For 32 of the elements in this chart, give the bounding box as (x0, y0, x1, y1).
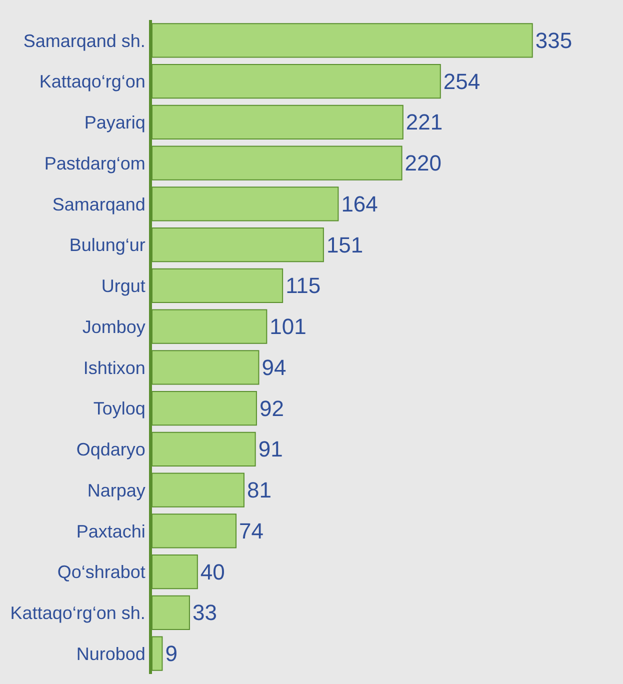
y-tick-label: Toyloq (93, 398, 146, 419)
data-label: 9 (165, 641, 178, 666)
data-label: 81 (246, 478, 272, 503)
data-label: 91 (258, 436, 283, 462)
data-label: 220 (404, 150, 442, 176)
y-tick-label: Nurobod (76, 644, 146, 664)
y-tick-label: Urgut (101, 276, 146, 296)
y-tick-label: Paxtachi (76, 521, 146, 542)
data-label: 74 (239, 518, 264, 544)
data-label: 92 (259, 396, 284, 421)
data-label: 115 (286, 273, 321, 298)
y-tick-label: Samarqand (52, 194, 146, 214)
y-tick-label: Oqdaryo (76, 439, 146, 460)
data-label: 254 (443, 68, 480, 94)
data-label: 221 (406, 110, 443, 135)
y-tick-label: Kattaqo‘rg‘on (39, 72, 146, 92)
y-tick-label: Payariq (84, 112, 146, 132)
y-tick-label: Narpay (87, 480, 146, 500)
data-label: 101 (270, 314, 306, 340)
y-tick-label: Ishtixon (83, 358, 146, 378)
data-label: 335 (535, 28, 572, 53)
data-label: 33 (192, 600, 217, 626)
y-tick-label: Jomboy (82, 316, 146, 337)
y-tick-label: Qo‘shrabot (57, 562, 146, 582)
y-tick-label: Pastdarg‘om (44, 153, 146, 174)
data-label: 151 (326, 232, 364, 258)
y-tick-label: Kattaqo‘rg‘on sh. (10, 602, 146, 623)
data-label: 40 (200, 559, 225, 584)
y-tick-label: Bulung‘ur (69, 235, 146, 256)
data-label: 164 (341, 191, 378, 216)
y-tick-label: Samarqand sh. (23, 30, 146, 51)
data-label: 94 (262, 354, 286, 380)
